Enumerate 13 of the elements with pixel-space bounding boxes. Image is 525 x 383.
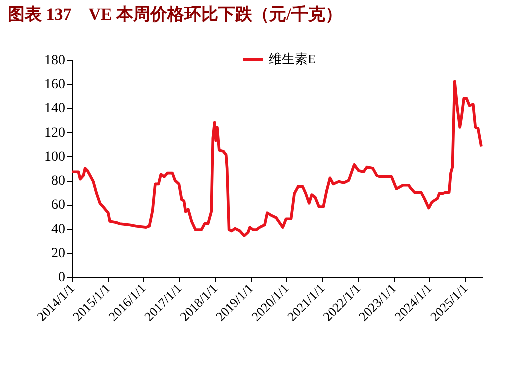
y-tick-label: 80 [52, 174, 66, 190]
y-tick-label: 0 [58, 270, 66, 286]
y-tick-label: 20 [52, 246, 66, 262]
y-tick-label: 40 [52, 222, 66, 238]
line-series [70, 80, 483, 238]
y-tick-label: 180 [44, 54, 66, 68]
y-tick-label: 100 [44, 150, 66, 165]
y-tick-label: 120 [44, 126, 66, 141]
legend-label: 维生素E [269, 52, 316, 66]
chart-title: 图表 137 VE 本周价格环比下跌（元/千克） [8, 5, 342, 24]
y-tick-label: 140 [44, 102, 66, 117]
y-tick-label: 160 [44, 78, 66, 93]
y-tick-label: 60 [52, 198, 66, 214]
